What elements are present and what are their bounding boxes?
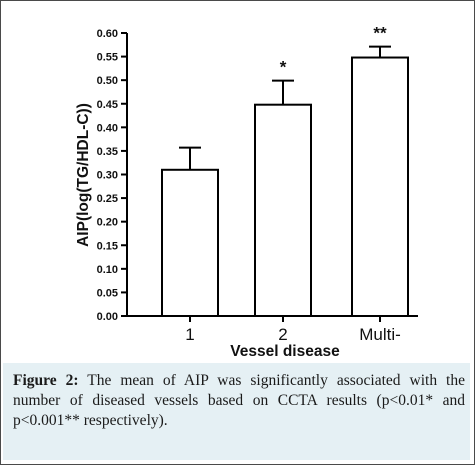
y-tick-label: 0.05 xyxy=(97,287,118,299)
caption-label: Figure 2: xyxy=(13,372,79,389)
y-tick-label: 0.25 xyxy=(97,193,118,205)
y-tick-label: 0.35 xyxy=(97,146,118,158)
figure-caption: Figure 2: The mean of AIP was significan… xyxy=(13,371,465,431)
significance-marker: ** xyxy=(373,24,387,43)
x-tick-label: 2 xyxy=(278,325,287,344)
bar xyxy=(351,56,409,317)
y-tick-label: 0.00 xyxy=(97,311,118,323)
y-tick-label: 0.60 xyxy=(97,28,118,40)
y-tick-label: 0.15 xyxy=(97,240,118,252)
y-tick-label: 0.40 xyxy=(97,122,118,134)
x-axis-title: Vessel disease xyxy=(230,343,340,360)
y-tick-label: 0.45 xyxy=(97,99,118,111)
y-tick-label: 0.20 xyxy=(97,217,118,229)
x-tick-label: 1 xyxy=(185,325,194,344)
y-tick-label: 0.50 xyxy=(97,75,118,87)
y-axis-title: AIP(log(TG/HDL-C)) xyxy=(75,103,92,247)
bar xyxy=(161,168,219,317)
y-tick-label: 0.30 xyxy=(97,170,118,182)
caption-text: The mean of AIP was significantly associ… xyxy=(13,372,465,429)
y-axis: 0.00 0.05 0.10 0.15 0.20 0.25 0.30 0.35 0.40 0.45… xyxy=(97,28,128,323)
bars: *** xyxy=(161,24,409,318)
x-tick-label: Multi- xyxy=(359,325,401,344)
significance-marker: * xyxy=(280,58,287,77)
bar-chart: 0.00 0.05 0.10 0.15 0.20 0.25 0.30 0.35 0.40 0.45… xyxy=(75,24,418,360)
y-tick-label: 0.55 xyxy=(97,52,118,64)
x-axis: 1 2 Multi- xyxy=(126,315,418,344)
y-tick-label: 0.10 xyxy=(97,264,118,276)
caption-box xyxy=(3,363,470,460)
bar xyxy=(254,103,312,318)
